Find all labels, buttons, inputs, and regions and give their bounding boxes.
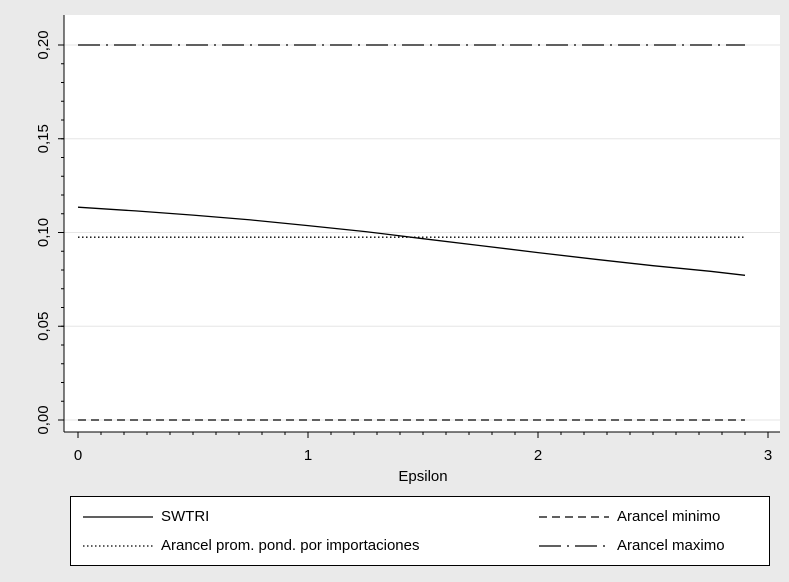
x-tick-label-1: 1 bbox=[304, 447, 312, 464]
y-tick-label-2: 0,10 bbox=[35, 218, 52, 247]
legend-item-swtri: SWTRI bbox=[83, 508, 209, 525]
series-line-0 bbox=[77, 206, 746, 276]
y-tick-label-1: 0,05 bbox=[35, 312, 52, 341]
legend-swatch-dotted bbox=[83, 541, 153, 551]
x-tick-label-3: 3 bbox=[764, 447, 772, 464]
axes: 0,00 0,05 0,10 0,15 0,20 0 1 2 3 bbox=[35, 15, 780, 464]
legend-label-arancel-maximo: Arancel maximo bbox=[617, 537, 725, 554]
legend-item-arancel-minimo: Arancel minimo bbox=[539, 508, 720, 525]
plot-area bbox=[64, 15, 780, 432]
x-axis-label: Epsilon bbox=[398, 468, 447, 485]
y-tick-label-3: 0,15 bbox=[35, 124, 52, 153]
y-tick-label-0: 0,00 bbox=[35, 405, 52, 434]
y-tick-label-4: 0,20 bbox=[35, 30, 52, 59]
x-tick-label-0: 0 bbox=[74, 447, 82, 464]
legend-label-swtri: SWTRI bbox=[161, 508, 210, 525]
x-tick-label-2: 2 bbox=[534, 447, 542, 464]
legend-item-arancel-prom: Arancel prom. pond. por importaciones bbox=[83, 537, 419, 554]
legend-swatch-longdash-dot bbox=[539, 541, 609, 551]
legend-label-arancel-prom: Arancel prom. pond. por importaciones bbox=[161, 537, 420, 554]
legend-swatch-solid bbox=[83, 512, 153, 522]
legend-swatch-dashed bbox=[539, 512, 609, 522]
legend-item-arancel-maximo: Arancel maximo bbox=[539, 537, 725, 554]
series-layer bbox=[77, 44, 746, 421]
legend: SWTRI Arancel prom. pond. por importacio… bbox=[70, 496, 770, 566]
legend-label-arancel-minimo: Arancel minimo bbox=[617, 508, 721, 525]
